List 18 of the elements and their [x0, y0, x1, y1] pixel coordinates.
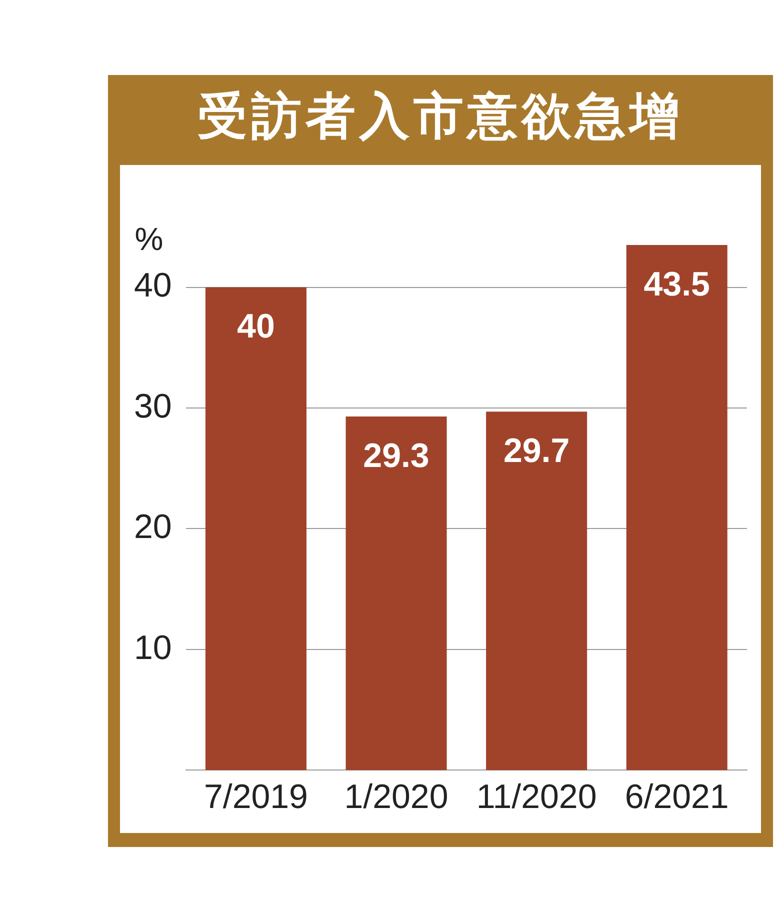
data-label: 29.7 — [503, 432, 570, 470]
bar — [486, 412, 588, 770]
data-label: 29.3 — [363, 436, 430, 475]
bar — [626, 245, 728, 770]
chart-title: 受訪者入市意欲急增 — [196, 86, 684, 147]
data-label: 43.5 — [644, 265, 710, 304]
x-tick-label: 6/2021 — [624, 778, 729, 816]
data-label: 40 — [237, 308, 275, 346]
y-tick-label: 40 — [134, 266, 172, 305]
y-tick-label: 10 — [134, 628, 172, 667]
bar — [346, 416, 447, 770]
x-tick-label: 7/2019 — [204, 778, 308, 816]
y-axis-title: % — [134, 220, 164, 257]
x-tick-label: 1/2020 — [344, 778, 448, 816]
x-tick-label: 11/2020 — [476, 778, 597, 816]
y-tick-label: 20 — [134, 508, 172, 546]
bar — [205, 287, 306, 770]
y-tick-label: 30 — [134, 387, 172, 426]
